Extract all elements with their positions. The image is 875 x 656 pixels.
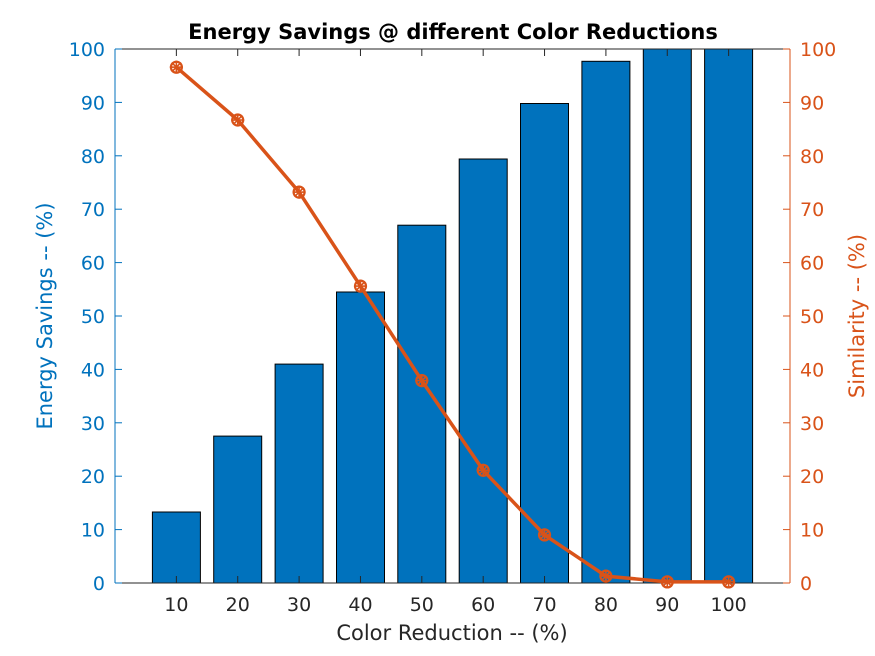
bar-80 xyxy=(581,60,631,584)
left-y-tick-label: 60 xyxy=(81,253,105,275)
similarity-line xyxy=(175,65,729,584)
bar-10 xyxy=(151,511,201,584)
left-y-tick-label: 80 xyxy=(81,146,105,168)
similarity-point xyxy=(660,575,674,589)
x-axis-label: Color Reduction -- (%) xyxy=(336,621,567,645)
x-tick-label: 10 xyxy=(164,594,188,616)
similarity-point xyxy=(353,279,368,293)
axes: 0 0 10 10 20 20 30 30 40 40 50 50 60 60 70 70 80 80 90 90 10… xyxy=(69,39,837,616)
similarity-point xyxy=(231,113,245,127)
x-tick-label: 30 xyxy=(287,594,311,616)
right-y-tick-label: 90 xyxy=(800,92,824,114)
similarity-line-series xyxy=(169,60,736,589)
left-y-tick-label: 90 xyxy=(81,92,105,114)
right-y-tick-label: 40 xyxy=(800,359,824,381)
x-tick-label: 80 xyxy=(594,594,618,616)
x-tick-label: 50 xyxy=(410,594,434,616)
bar-series xyxy=(151,48,754,584)
x-tick-label: 40 xyxy=(348,594,372,616)
similarity-point xyxy=(537,528,552,542)
x-tick-label: 60 xyxy=(471,594,495,616)
left-y-tick-label: 0 xyxy=(93,573,105,595)
x-tick-label: 70 xyxy=(532,594,556,616)
similarity-point xyxy=(476,463,490,477)
similarity-point xyxy=(415,374,429,388)
bar-20 xyxy=(213,435,263,584)
bar-90 xyxy=(642,48,692,584)
bar-70 xyxy=(520,103,569,584)
right-y-tick-label: 70 xyxy=(800,199,824,221)
left-y-tick-label: 40 xyxy=(81,359,105,381)
right-y-tick-label: 80 xyxy=(800,146,824,168)
similarity-point xyxy=(169,60,183,74)
right-y-tick-label: 100 xyxy=(800,39,836,61)
bar-40 xyxy=(336,291,385,584)
x-tick-label: 20 xyxy=(226,594,250,616)
similarity-point xyxy=(292,185,306,199)
left-y-tick-label: 70 xyxy=(81,199,105,221)
left-y-tick-label: 30 xyxy=(81,413,105,435)
bar-100 xyxy=(704,48,754,584)
right-y-axis-label: Similarity -- (%) xyxy=(845,234,869,398)
similarity-point xyxy=(599,569,613,583)
chart-title: Energy Savings @ different Color Reducti… xyxy=(188,20,718,44)
right-y-tick-label: 0 xyxy=(800,573,812,595)
x-tick-label: 90 xyxy=(655,594,679,616)
left-y-tick-label: 100 xyxy=(69,39,105,61)
left-y-tick-label: 50 xyxy=(81,306,105,328)
right-y-tick-label: 20 xyxy=(800,466,824,488)
right-y-tick-label: 60 xyxy=(800,253,824,275)
right-y-tick-label: 10 xyxy=(800,520,824,542)
x-tick-label: 100 xyxy=(711,594,747,616)
right-y-tick-label: 30 xyxy=(800,413,824,435)
right-y-tick-label: 50 xyxy=(800,306,824,328)
left-y-axis-label: Energy Savings -- (%) xyxy=(33,202,57,429)
left-y-tick-label: 10 xyxy=(81,520,105,542)
similarity-point xyxy=(721,575,736,589)
bar-60 xyxy=(458,158,508,584)
left-y-tick-label: 20 xyxy=(81,466,105,488)
bar-30 xyxy=(274,363,324,584)
